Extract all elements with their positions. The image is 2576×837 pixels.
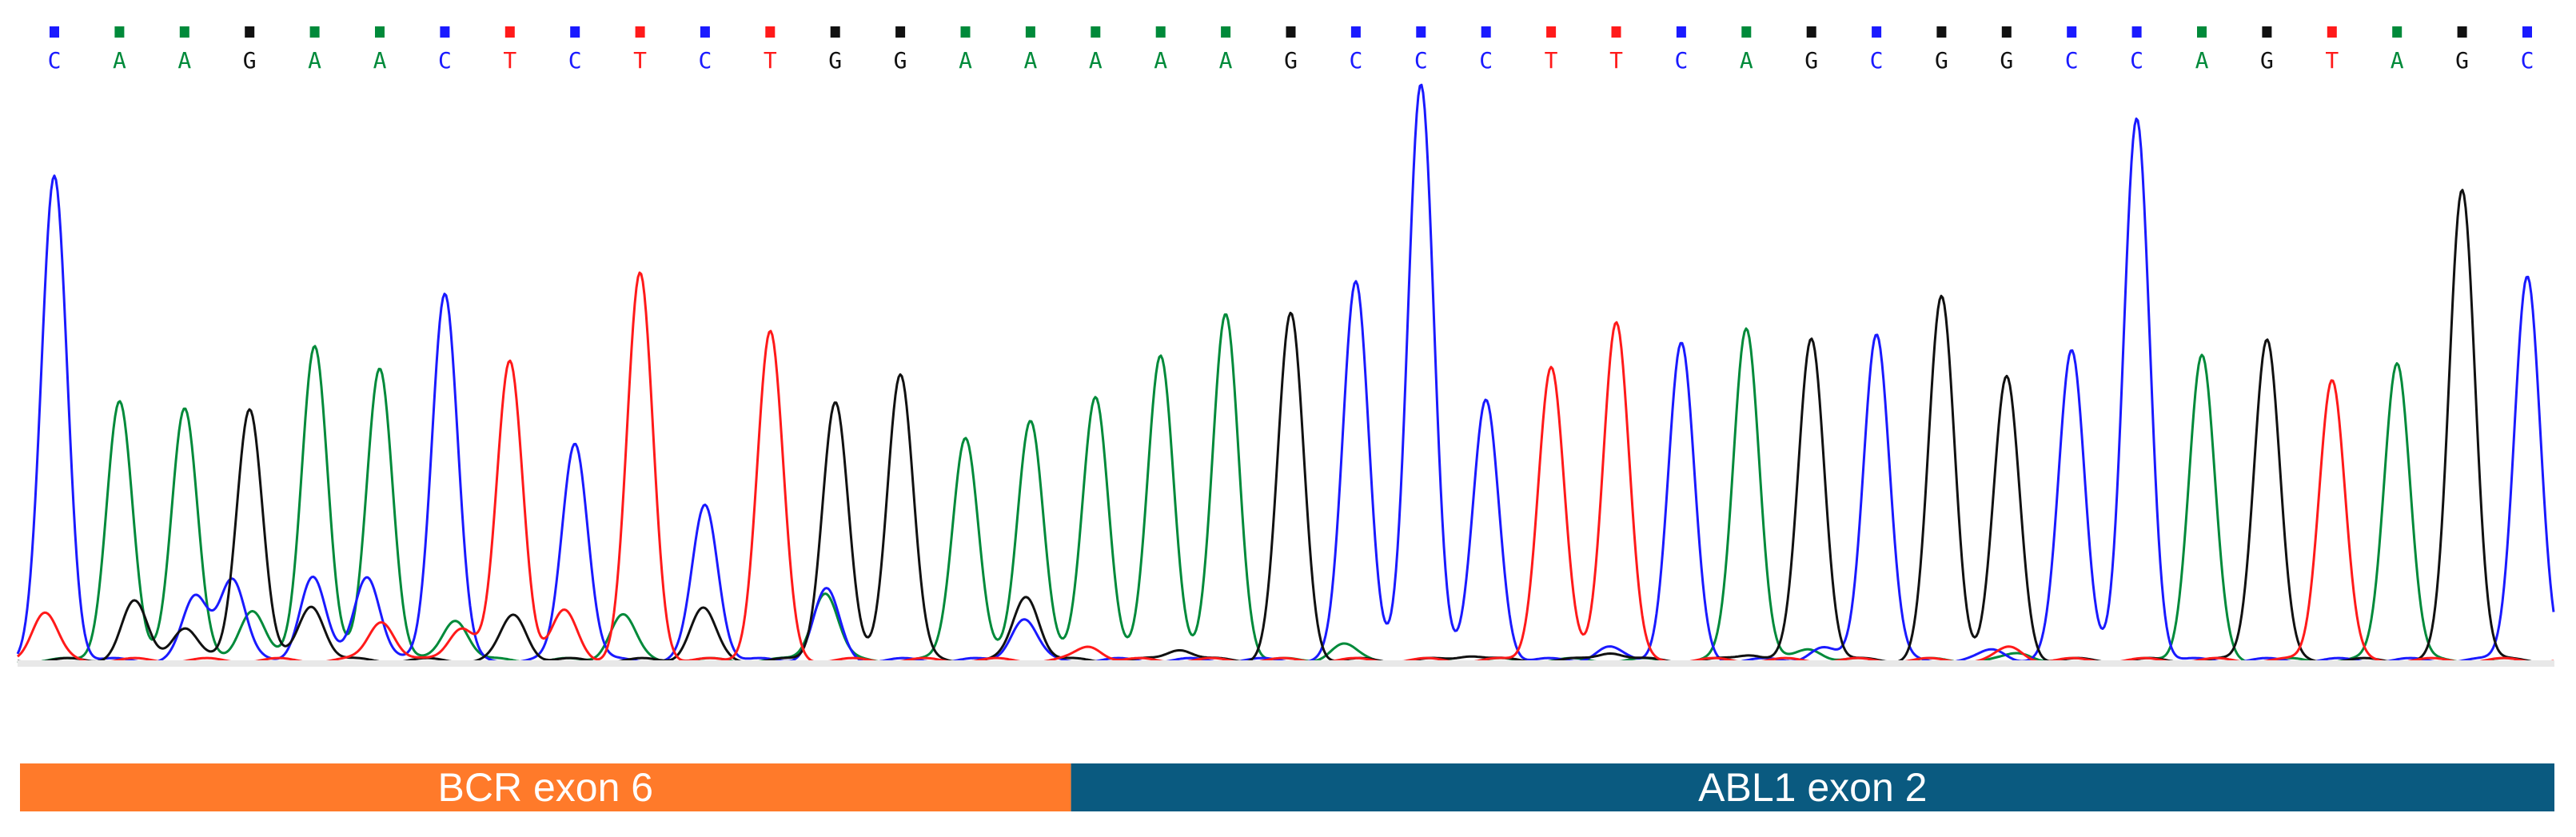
base-call-marker xyxy=(1481,26,1491,38)
base-call-marker xyxy=(2392,26,2403,38)
trace-area xyxy=(16,83,2555,667)
base-call-letter: T xyxy=(1545,47,1558,74)
exon-segment xyxy=(20,763,1071,811)
base-call-marker xyxy=(1221,26,1231,38)
base-call-letter: G xyxy=(2260,47,2274,74)
base-call-marker xyxy=(2131,26,2142,38)
base-call-letter: G xyxy=(894,47,907,74)
base-call-marker xyxy=(1741,26,1752,38)
base-call-letter: G xyxy=(2455,47,2469,74)
base-call-letter: G xyxy=(243,47,257,74)
base-call-marker xyxy=(1676,26,1686,38)
base-call-marker xyxy=(1155,26,1166,38)
base-call-marker xyxy=(440,26,450,38)
base-call-marker xyxy=(1091,26,1101,38)
base-call-letter: A xyxy=(2195,47,2209,74)
base-call-letter: T xyxy=(764,47,777,74)
base-call-letter: G xyxy=(1284,47,1298,74)
base-call-letter: C xyxy=(438,47,452,74)
base-call-marker xyxy=(2522,26,2532,38)
exon-segment xyxy=(1071,763,2554,811)
base-call-letter: A xyxy=(2391,47,2404,74)
base-call-letter: A xyxy=(308,47,321,74)
base-call-marker xyxy=(2001,26,2012,38)
exon-annotation-bar: BCR exon 6 ABL1 exon 2 xyxy=(20,763,2554,811)
base-call-letter: C xyxy=(2130,47,2143,74)
base-call-marker xyxy=(960,26,971,38)
base-call-marker xyxy=(1806,26,1816,38)
base-call-letter: A xyxy=(959,47,972,74)
base-call-letter: T xyxy=(503,47,516,74)
exon-label: BCR exon 6 xyxy=(438,765,654,810)
base-call-letter: A xyxy=(1219,47,1233,74)
base-call-marker xyxy=(2457,26,2467,38)
base-call-letter: C xyxy=(1479,47,1493,74)
base-call-marker xyxy=(830,26,840,38)
base-call-letter: C xyxy=(1870,47,1884,74)
base-call-letter: G xyxy=(1935,47,1948,74)
base-call-marker xyxy=(895,26,906,38)
base-call-marker xyxy=(635,26,645,38)
base-call-letter: G xyxy=(828,47,842,74)
base-call-letter: C xyxy=(1349,47,1362,74)
base-call-letter: C xyxy=(1674,47,1688,74)
base-call-letter: A xyxy=(1154,47,1167,74)
baseline xyxy=(18,660,2554,667)
base-call-letter: T xyxy=(2325,47,2339,74)
base-call-letter: T xyxy=(633,47,647,74)
base-call-marker xyxy=(765,26,776,38)
base-call-marker xyxy=(245,26,255,38)
base-call-letter: A xyxy=(113,47,126,74)
base-call-letter: A xyxy=(1740,47,1753,74)
base-call-marker xyxy=(1286,26,1296,38)
base-call-letter: C xyxy=(48,47,62,74)
base-call-marker xyxy=(2197,26,2207,38)
base-call-marker xyxy=(309,26,320,38)
base-call-marker xyxy=(179,26,189,38)
base-call-letter: T xyxy=(1609,47,1623,74)
base-call-marker xyxy=(114,26,125,38)
base-call-marker xyxy=(504,26,515,38)
base-call-letter: A xyxy=(1089,47,1103,74)
base-call-marker xyxy=(1350,26,1361,38)
base-call-letter: C xyxy=(1414,47,1428,74)
base-call-letter: C xyxy=(2521,47,2534,74)
base-call-marker xyxy=(375,26,385,38)
base-call-letter: C xyxy=(698,47,712,74)
base-call-marker xyxy=(1546,26,1557,38)
base-call-letter: C xyxy=(568,47,582,74)
base-call-marker xyxy=(1416,26,1426,38)
base-call-marker xyxy=(50,26,59,38)
base-call-marker xyxy=(700,26,710,38)
base-call-letter: A xyxy=(177,47,191,74)
base-call-marker xyxy=(2327,26,2337,38)
base-call-marker xyxy=(1025,26,1035,38)
exon-label: ABL1 exon 2 xyxy=(1698,765,1927,810)
base-call-marker xyxy=(570,26,580,38)
base-call-letter: G xyxy=(1804,47,1818,74)
base-call-letter: A xyxy=(1023,47,1037,74)
base-call-letter: C xyxy=(2065,47,2079,74)
base-call-letter: G xyxy=(2000,47,2013,74)
base-call-marker xyxy=(2067,26,2077,38)
base-call-marker xyxy=(1872,26,1882,38)
base-call-marker xyxy=(1936,26,1947,38)
base-call-letter: A xyxy=(373,47,387,74)
base-call-marker xyxy=(2262,26,2272,38)
trace-T-channel xyxy=(17,271,2554,664)
base-call-marker xyxy=(1611,26,1621,38)
